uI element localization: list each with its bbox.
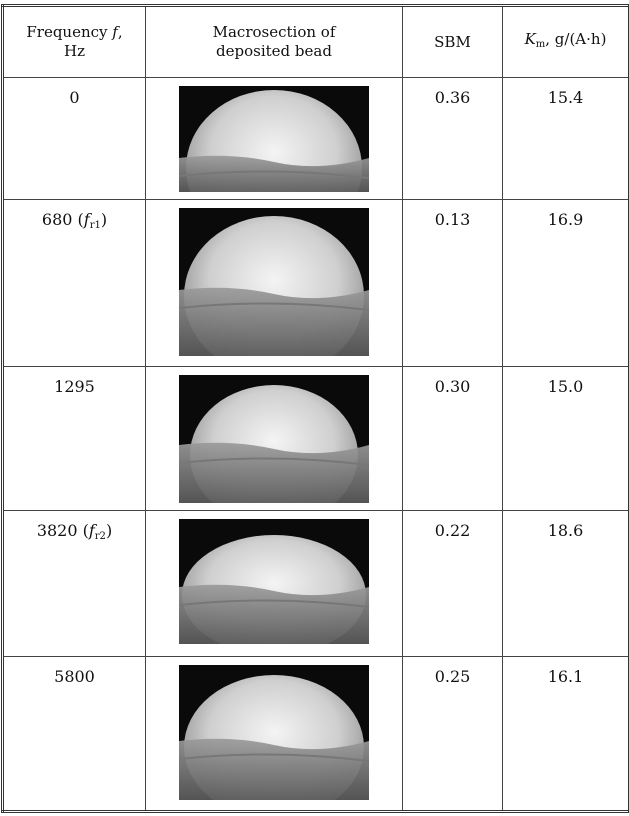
macrosection-image — [179, 375, 369, 503]
sbm-cell: 0.30 — [403, 367, 503, 511]
frequency-cell: 3820 (fr2) — [3, 511, 146, 657]
bead-shape — [179, 739, 369, 800]
macrosection-image — [179, 208, 369, 356]
bead-shape — [179, 585, 369, 644]
text-part: m — [536, 39, 545, 50]
text-part: 3820 ( — [37, 521, 89, 540]
sbm-cell: 0.36 — [403, 78, 503, 200]
text-part: , g/(A·h) — [545, 30, 606, 48]
macrosection-image — [179, 86, 369, 192]
text-part: Macrosection of — [213, 23, 336, 41]
image-cell — [146, 657, 403, 812]
text-part: , — [118, 23, 123, 41]
macrosection-image — [179, 665, 369, 800]
sbm-cell: 0.22 — [403, 511, 503, 657]
km-cell: 18.6 — [503, 511, 629, 657]
text-part: ) — [106, 521, 112, 540]
text-part: r2 — [95, 531, 106, 542]
image-cell — [146, 511, 403, 657]
km-cell: 16.1 — [503, 657, 629, 812]
text-part: 5800 — [54, 667, 95, 686]
header-cell: Frequency f,Hz — [3, 6, 146, 78]
frequency-cell: 5800 — [3, 657, 146, 812]
text-part: Hz — [64, 42, 85, 60]
km-cell: 15.0 — [503, 367, 629, 511]
frequency-cell: 0 — [3, 78, 146, 200]
text-part: ) — [101, 210, 107, 229]
frequency-cell: 1295 — [3, 367, 146, 511]
text-part: 0 — [69, 88, 79, 107]
text-part: K — [525, 30, 536, 48]
km-cell: 16.9 — [503, 200, 629, 367]
image-cell — [146, 367, 403, 511]
macrosection-image — [179, 519, 369, 644]
text-part: 680 ( — [42, 210, 84, 229]
header-cell: Km, g/(A·h) — [503, 6, 629, 78]
sbm-cell: 0.13 — [403, 200, 503, 367]
text-part: SBM — [434, 33, 471, 51]
km-cell: 15.4 — [503, 78, 629, 200]
frequency-cell: 680 (fr1) — [3, 200, 146, 367]
image-cell — [146, 78, 403, 200]
bead-shape — [179, 443, 369, 503]
bead-shape — [179, 288, 369, 356]
image-cell — [146, 200, 403, 367]
text-part: Frequency — [26, 23, 112, 41]
header-cell: SBM — [403, 6, 503, 78]
text-part: deposited bead — [216, 42, 332, 60]
sbm-cell: 0.25 — [403, 657, 503, 812]
text-part: 1295 — [54, 377, 95, 396]
text-part: r1 — [90, 220, 101, 231]
